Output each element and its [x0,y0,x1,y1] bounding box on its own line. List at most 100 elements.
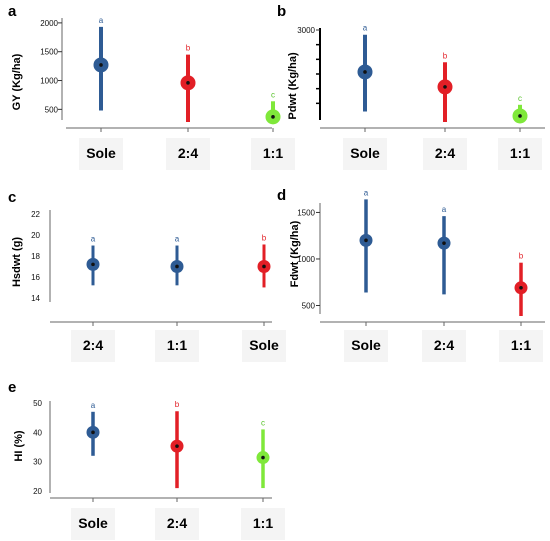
data-point-Sole: a [359,188,373,293]
data-point-Sole: a [93,16,109,111]
x-tick-label-box [71,508,115,540]
data-point-1:1: c [256,418,270,489]
x-tick-label-box [242,330,286,362]
x-tick-label-box [499,330,543,362]
y-tick-label: 18 [31,252,40,261]
y-tick-label: 20 [33,487,42,496]
mean-marker-center [364,238,368,243]
panel-letter: c [8,189,16,206]
significance-letter: c [261,418,265,427]
x-tick-label-box [241,508,285,540]
x-tick-label-box [155,508,199,540]
x-tick-label-box [344,330,388,362]
y-tick-label: 30 [33,458,42,467]
y-tick-label: 500 [302,301,316,310]
y-tick-label: 1000 [297,255,315,264]
mean-marker-center [175,264,179,269]
mean-marker-center [261,455,265,460]
mean-marker-center [443,85,447,89]
data-point-1:1: a [170,235,184,286]
panel-letter: d [277,187,286,204]
y-tick-label: 3000 [297,26,315,35]
mean-marker-center [442,241,446,245]
x-tick-label: 1:1 [263,145,283,161]
x-tick-label: 1:1 [253,515,273,531]
significance-letter: a [175,235,180,244]
x-tick-label-box [423,138,467,170]
significance-letter: c [271,90,275,99]
mean-marker-center [519,286,523,290]
significance-letter: a [364,188,369,197]
significance-letter: b [443,51,448,60]
y-tick-label: 14 [31,294,40,303]
mean-marker-center [363,70,367,74]
significance-letter: a [442,205,447,214]
y-tick-label: 22 [31,210,40,219]
mean-marker-center [271,115,275,119]
x-tick-label: 2:4 [83,337,103,353]
data-point-2:4: a [86,235,100,286]
x-tick-label: Sole [249,337,279,353]
panel-e: e 20 30 40 50 HI (%) Sole 2:4 1:1 a b c [8,379,285,540]
x-tick-label: 1:1 [511,337,531,353]
y-tick-label: 40 [33,428,42,437]
significance-letter: a [91,401,96,410]
x-tick-label-box [155,330,199,362]
x-tick-label: 1:1 [510,145,530,161]
panel-letter: e [8,379,16,396]
x-tick-label: Sole [78,515,108,531]
x-tick-label-box [498,138,542,170]
y-tick-label: 1000 [40,77,58,86]
data-point-1:1: c [512,94,528,124]
significance-letter: c [518,94,522,103]
x-tick-label: 2:4 [178,145,198,161]
x-tick-label-box [422,330,466,362]
y-tick-label: 16 [31,273,40,282]
y-tick-label: 2000 [40,19,58,28]
y-axis-label: GY (Kg/ha) [11,53,23,110]
significance-letter: a [91,235,96,244]
x-tick-label: Sole [351,337,381,353]
data-point-Sole: a [86,401,100,456]
y-axis-label: HI (%) [13,430,25,462]
x-tick-label: 2:4 [435,145,455,161]
x-tick-label: 2:4 [167,515,187,531]
significance-letter: b [262,233,267,242]
significance-letter: b [519,252,524,261]
mean-marker-center [262,264,266,269]
panel-letter: b [277,3,286,20]
data-point-2:4: b [180,44,196,122]
y-axis-label: Fdwt (Kg/ha) [289,220,301,287]
y-tick-label: 1500 [40,48,58,57]
data-point-Sole: a [357,24,373,112]
mean-marker-center [175,444,179,448]
x-tick-label-box [166,138,210,170]
panel-b: b 3000 Pdwt (Kg/ha) Sole 2:4 1:1 a b c [277,3,545,170]
panel-a: a 500 1000 1500 2000 GY (Kg/ha) Sole 2:4 1:1 a b c [8,3,295,170]
mean-marker-center [91,430,95,435]
mean-marker-center [99,63,103,67]
x-tick-label-box [251,138,295,170]
x-tick-label: 1:1 [167,337,187,353]
data-point-2:4: a [437,205,451,295]
y-tick-label: 1500 [297,208,315,217]
x-tick-label: 2:4 [434,337,454,353]
panel-c: c 14 16 18 20 22 Hsdwt (g) 2:4 1:1 Sole a a b [8,189,286,362]
y-axis-label: Hsdwt (g) [11,237,23,287]
data-point-1:1: b [514,252,528,316]
data-point-2:4: b [170,400,184,489]
x-tick-label: Sole [350,145,380,161]
y-tick-label: 20 [31,231,40,240]
mean-marker-center [91,262,95,267]
mean-marker-center [186,81,190,85]
mean-marker-center [518,114,522,118]
data-point-Sole: b [257,233,271,288]
significance-letter: b [175,400,180,409]
data-point-1:1: c [265,90,281,125]
x-tick-label: Sole [86,145,116,161]
significance-letter: a [363,24,368,33]
y-tick-label: 50 [33,399,42,408]
panel-letter: a [8,3,17,20]
x-tick-label-box [343,138,387,170]
